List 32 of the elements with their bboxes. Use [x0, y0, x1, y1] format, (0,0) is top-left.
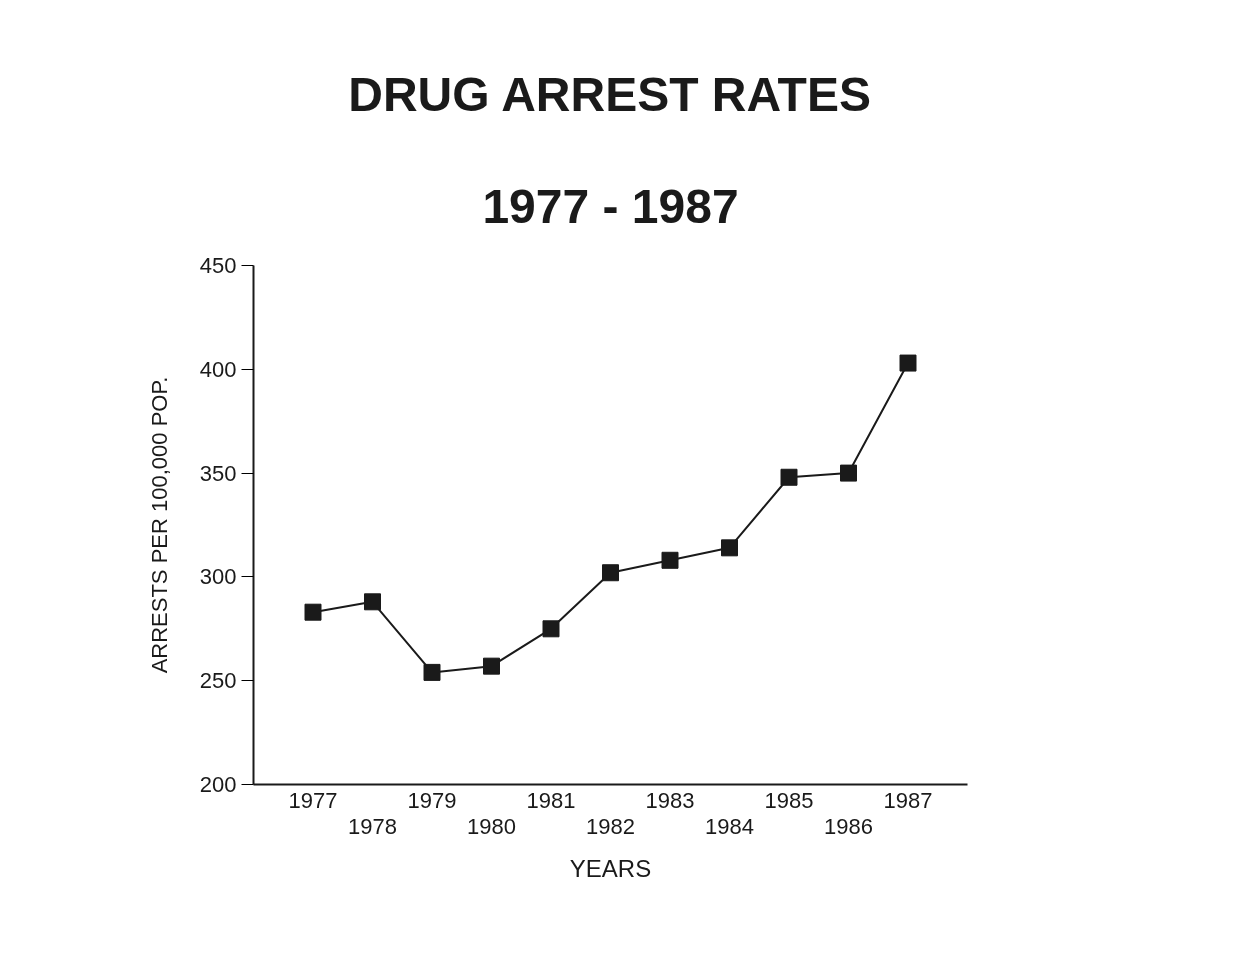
- chart-title: DRUG ARREST RATES: [348, 67, 871, 121]
- x-tick-label: 1981: [526, 787, 576, 813]
- point: [661, 551, 679, 569]
- x-tick-label: 1980: [467, 813, 516, 839]
- point: [423, 663, 441, 681]
- y-axis-title: ARRESTS PER 100,000 POP.: [146, 376, 172, 674]
- point: [602, 564, 619, 582]
- x-tick-label: 1978: [348, 813, 397, 839]
- y-tick-label: 450: [199, 253, 237, 278]
- point: [780, 468, 798, 486]
- y-tick-label: 350: [199, 460, 237, 486]
- x-tick-label: 1984: [705, 813, 754, 839]
- point: [840, 464, 857, 482]
- x-tick-label: 1986: [824, 813, 873, 839]
- y-tick-label: 300: [199, 564, 237, 590]
- chart-subtitle: 1977 - 1987: [482, 180, 739, 233]
- x-tick-label: 1985: [764, 787, 814, 813]
- x-tick-label: 1977: [288, 787, 338, 813]
- y-tick-label: 250: [199, 668, 237, 694]
- y-tick-label: 400: [199, 356, 237, 382]
- x-tick-label: 1982: [586, 813, 635, 839]
- x-tick-label: 1987: [883, 787, 933, 813]
- x-tick-label: 1979: [407, 787, 457, 813]
- point: [721, 539, 738, 557]
- point: [899, 354, 917, 372]
- point: [542, 620, 560, 638]
- y-tick-label: 200: [199, 772, 237, 797]
- point: [483, 657, 500, 675]
- point: [364, 593, 381, 611]
- x-axis-title: YEARS: [569, 854, 652, 882]
- point: [304, 603, 322, 621]
- x-tick-label: 1983: [645, 787, 695, 813]
